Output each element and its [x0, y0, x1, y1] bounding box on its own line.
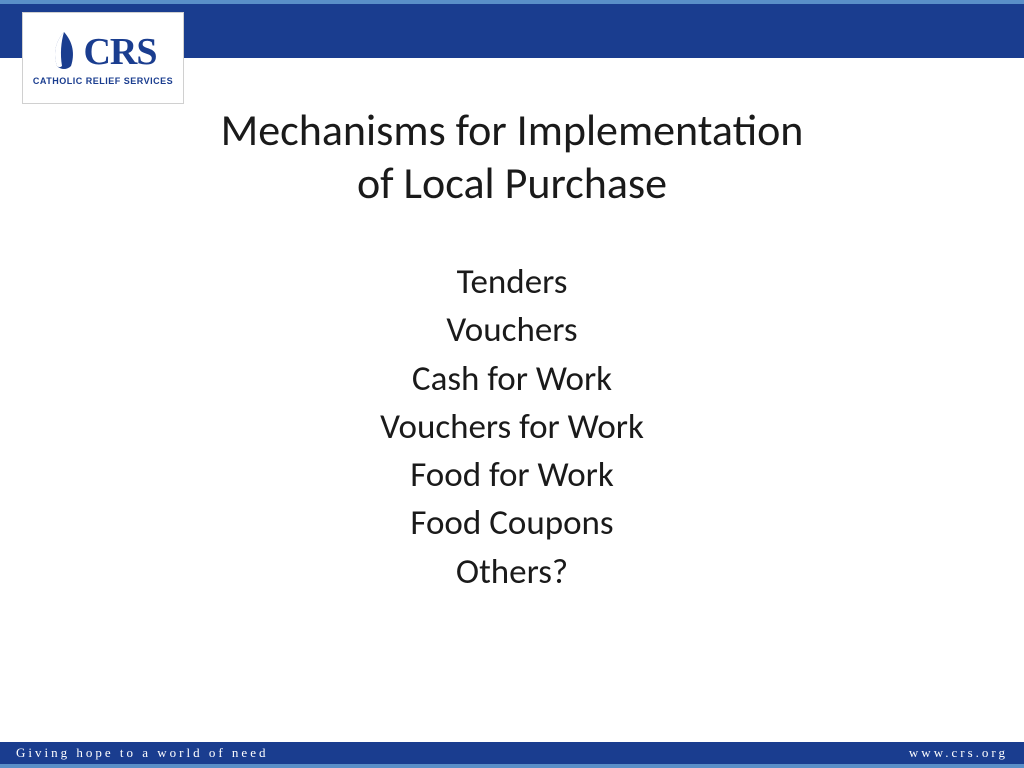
footer-bar: Giving hope to a world of need www.crs.o…: [0, 742, 1024, 764]
list-item: Food for Work: [0, 451, 1024, 499]
logo-box: CRS CATHOLIC RELIEF SERVICES: [22, 12, 184, 104]
bottom-accent-band: [0, 764, 1024, 768]
slide-title: Mechanisms for Implementation of Local P…: [0, 104, 1024, 210]
list-item: Vouchers: [0, 306, 1024, 354]
title-line-1: Mechanisms for Implementation: [0, 104, 1024, 157]
footer-tagline: Giving hope to a world of need: [16, 745, 268, 761]
footer-url: www.crs.org: [909, 745, 1008, 761]
logo-top-row: CRS: [49, 30, 156, 74]
leaf-icon: [49, 30, 79, 74]
title-line-2: of Local Purchase: [0, 157, 1024, 210]
list-item: Tenders: [0, 258, 1024, 306]
list-item: Food Coupons: [0, 499, 1024, 547]
logo-text-main: CRS: [83, 33, 156, 71]
list-item: Vouchers for Work: [0, 403, 1024, 451]
content-list: Tenders Vouchers Cash for Work Vouchers …: [0, 258, 1024, 596]
list-item: Others?: [0, 548, 1024, 596]
logo-text-sub: CATHOLIC RELIEF SERVICES: [33, 76, 173, 86]
list-item: Cash for Work: [0, 355, 1024, 403]
